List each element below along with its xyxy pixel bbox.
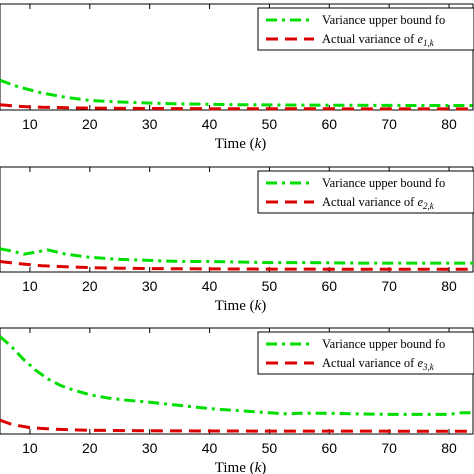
chart-panel-1: 10 20 30 40 50 60 70 80 Time (k) Variance upper b… [0,3,474,152]
legend: Variance upper bound fo Actual variance o… [257,170,474,214]
legend-entry: Variance upper bound fo [322,337,445,351]
legend: Variance upper bound fo Actual variance o… [257,7,474,51]
axes-frame [0,166,474,273]
x-tick-label: 20 [82,116,98,132]
x-tick-label: 40 [202,278,218,294]
chart-panel-2: 10 20 30 40 50 60 70 80 Time (k) Variance upper b… [0,166,474,314]
chart-panel-3: 10 20 30 40 50 60 70 80 Time (k) Variance upper b… [0,327,474,474]
x-tick-label: 70 [381,116,397,132]
x-tick-label: 40 [202,440,218,456]
x-tick-label: 30 [142,278,158,294]
x-tick-label: 20 [82,278,98,294]
x-axis-label: Time (k) [215,298,267,314]
x-tick-label: 80 [441,440,457,456]
x-tick-label: 10 [22,116,38,132]
legend-box [257,331,474,375]
x-tick-label: 50 [262,116,278,132]
legend: Variance upper bound fo Actual variance o… [257,331,474,375]
x-tick-label: 80 [441,116,457,132]
series-line-actual-variance [0,260,473,271]
x-tick-label: 80 [441,278,457,294]
series-line-upper-bound [0,247,473,265]
x-tick-label: 40 [202,116,218,132]
x-tick-label: 70 [381,278,397,294]
series-line-upper-bound [0,335,473,416]
x-tick-label: 10 [22,278,38,294]
legend-entry: Variance upper bound fo [322,176,445,190]
series-line-actual-variance [0,418,473,433]
x-tick-label: 50 [262,278,278,294]
x-tick-label: 20 [82,440,98,456]
x-tick-label: 70 [381,440,397,456]
legend-box [257,170,474,214]
legend-box [257,7,474,51]
legend-entry: Variance upper bound fo [322,13,445,27]
series-line-upper-bound [0,78,473,107]
x-axis-label: Time (k) [215,460,267,474]
x-tick-label: 60 [322,116,338,132]
series-line-actual-variance [0,103,473,111]
x-tick-label: 10 [22,440,38,456]
x-tick-label: 30 [142,440,158,456]
x-tick-label: 60 [322,278,338,294]
legend-entry: Actual variance of e2,k [322,195,435,211]
x-axis-label: Time (k) [215,136,267,152]
legend-entry: Actual variance of e1,k [322,32,435,48]
axes-frame [0,327,474,435]
x-tick-label: 50 [262,440,278,456]
legend-entry: Actual variance of e3,k [322,356,435,372]
x-tick-label: 60 [322,440,338,456]
x-tick-label: 30 [142,116,158,132]
